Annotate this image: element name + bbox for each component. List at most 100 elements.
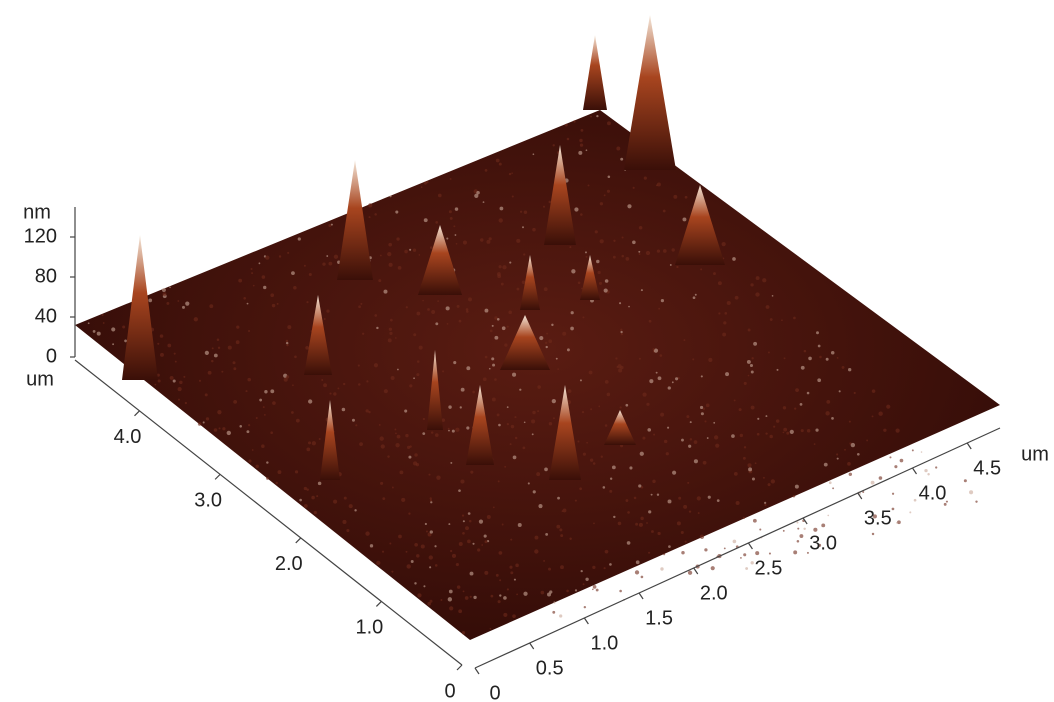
texture-dot — [308, 441, 311, 444]
texture-dot — [319, 438, 321, 440]
texture-dot — [355, 424, 357, 426]
texture-dot — [407, 564, 411, 568]
texture-dot — [640, 517, 643, 520]
texture-dot — [388, 338, 392, 342]
x-tick — [748, 543, 752, 549]
texture-dot — [538, 504, 542, 508]
texture-dot — [537, 385, 541, 389]
texture-dot — [183, 376, 185, 378]
texture-dot — [547, 592, 551, 596]
texture-dot — [368, 203, 372, 207]
x-tick-label: 2.5 — [755, 557, 783, 579]
texture-dot — [678, 497, 681, 500]
texture-dot — [185, 301, 189, 305]
texture-dot — [214, 428, 218, 432]
texture-dot — [541, 591, 545, 595]
texture-dot — [487, 515, 491, 519]
texture-dot — [286, 375, 289, 378]
texture-dot — [419, 346, 423, 350]
texture-dot — [492, 364, 495, 367]
x-tick-label: 4.0 — [919, 482, 947, 504]
texture-dot — [424, 218, 428, 222]
y-tick — [215, 474, 220, 479]
texture-dot — [167, 344, 171, 348]
texture-dot — [291, 411, 294, 414]
texture-dot — [783, 428, 787, 432]
texture-dot — [768, 352, 770, 354]
texture-dot — [765, 432, 767, 434]
texture-dot — [306, 301, 308, 303]
texture-dot — [404, 409, 407, 412]
texture-dot — [757, 433, 760, 436]
texture-dot — [652, 480, 655, 483]
texture-dot — [448, 428, 450, 430]
texture-dot — [358, 383, 360, 385]
texture-dot — [685, 541, 687, 543]
texture-dot — [93, 330, 96, 333]
texture-dot — [585, 251, 587, 253]
texture-dot — [534, 549, 538, 553]
texture-dot — [592, 566, 595, 569]
texture-dot — [596, 589, 599, 592]
texture-dot — [613, 240, 615, 242]
texture-dot — [569, 538, 571, 540]
texture-dot — [334, 255, 338, 259]
texture-dot — [430, 246, 433, 249]
texture-dot — [592, 589, 594, 591]
texture-dot — [455, 428, 459, 432]
texture-dot — [848, 368, 851, 371]
texture-dot — [619, 302, 621, 304]
texture-dot — [349, 504, 353, 508]
texture-dot — [532, 411, 535, 414]
texture-dot — [714, 435, 718, 439]
texture-dot — [872, 389, 876, 393]
texture-dot — [472, 543, 474, 545]
texture-dot — [748, 375, 750, 377]
texture-dot — [717, 499, 720, 502]
texture-dot — [639, 253, 641, 255]
texture-dot — [808, 357, 812, 361]
texture-dot — [567, 348, 570, 351]
texture-dot — [752, 477, 755, 480]
texture-dot — [718, 281, 722, 285]
texture-dot — [459, 320, 462, 323]
texture-dot — [442, 370, 444, 372]
texture-dot — [177, 300, 179, 302]
texture-dot — [124, 340, 127, 343]
texture-dot — [750, 283, 753, 286]
texture-dot — [508, 311, 512, 315]
texture-dot — [703, 461, 707, 465]
texture-dot — [733, 540, 737, 544]
texture-dot — [689, 510, 691, 512]
texture-dot — [497, 414, 500, 417]
texture-dot — [437, 300, 439, 302]
texture-dot — [604, 288, 608, 292]
texture-dot — [219, 427, 221, 429]
texture-dot — [777, 369, 779, 371]
texture-dot — [473, 596, 476, 599]
texture-dot — [586, 149, 588, 151]
x-tick-label: 4.5 — [973, 457, 1001, 479]
texture-dot — [270, 293, 274, 297]
texture-dot — [818, 345, 821, 348]
texture-dot — [247, 303, 249, 305]
texture-dot — [449, 210, 452, 213]
texture-dot — [605, 550, 609, 554]
x-tick-label: 1.0 — [590, 632, 618, 654]
texture-dot — [453, 361, 456, 364]
texture-dot — [253, 285, 255, 287]
texture-dot — [342, 520, 346, 524]
texture-dot — [148, 299, 152, 303]
texture-dot — [470, 572, 474, 576]
texture-dot — [601, 456, 603, 458]
texture-dot — [182, 306, 185, 309]
texture-dot — [293, 286, 297, 290]
texture-dot — [613, 256, 616, 259]
texture-dot — [270, 431, 273, 434]
texture-dot — [553, 601, 555, 603]
texture-dot — [608, 175, 611, 178]
texture-dot — [886, 405, 890, 409]
texture-dot — [657, 532, 660, 535]
texture-dot — [467, 540, 471, 544]
texture-dot — [854, 392, 856, 394]
